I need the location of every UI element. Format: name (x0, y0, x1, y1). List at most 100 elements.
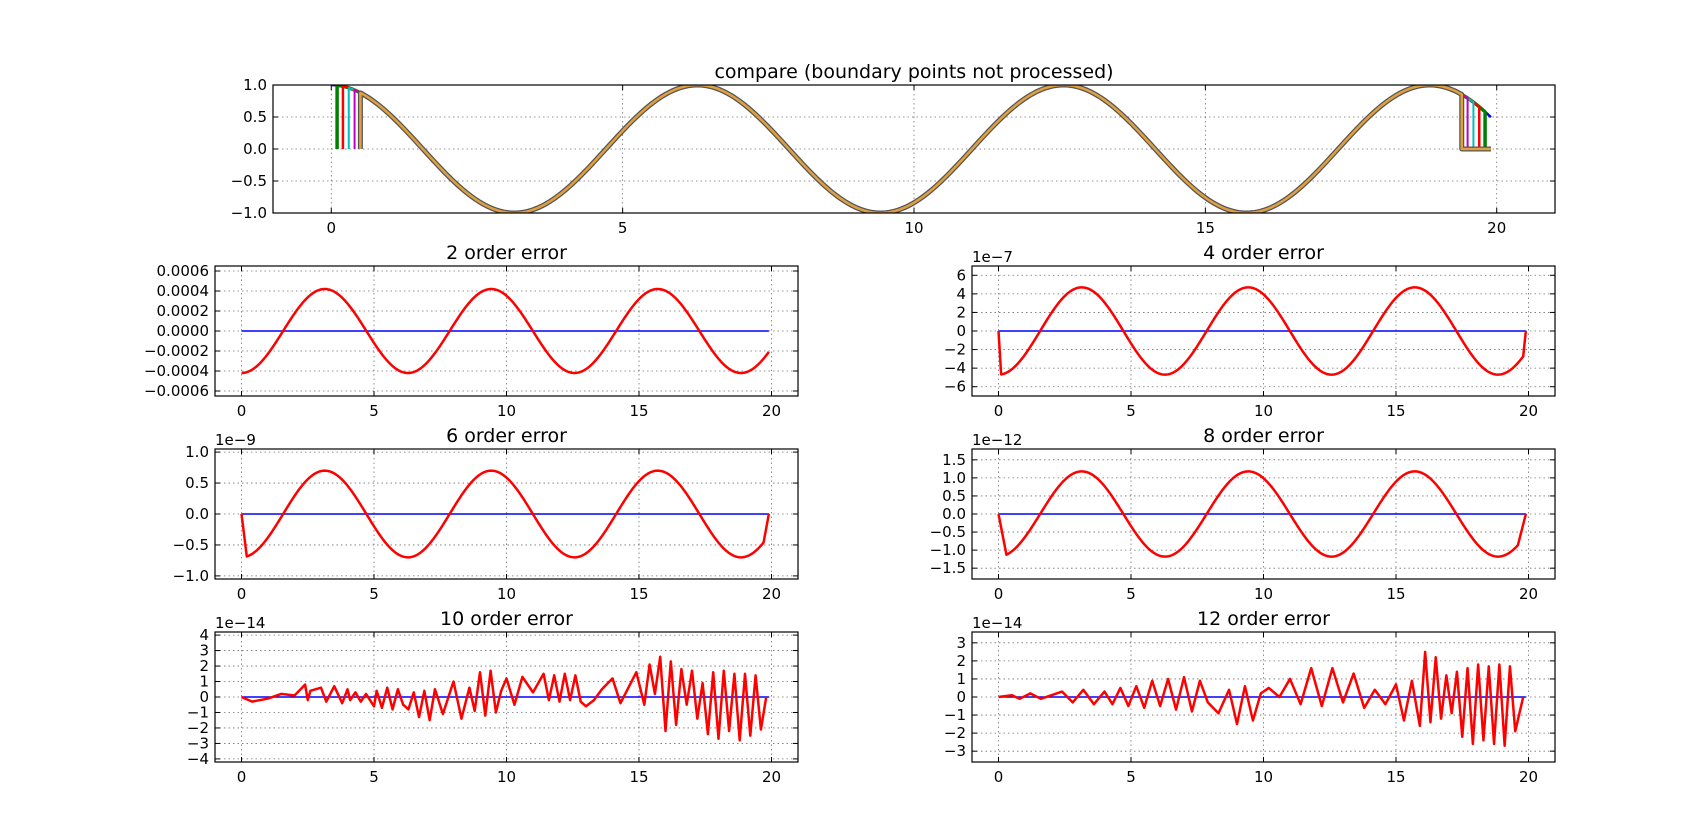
x-tick-label: 10 (497, 402, 516, 420)
y-tick-label: −0.0002 (144, 342, 209, 360)
series-line-1 (240, 469, 771, 559)
y-tick-label: 1.5 (942, 451, 966, 469)
y-tick-label: −1.0 (231, 204, 267, 222)
y-tick-label: 1 (956, 670, 966, 688)
x-tick-label: 15 (1386, 402, 1405, 420)
offset-text: 1e−7 (972, 248, 1013, 266)
series-group (240, 469, 771, 559)
x-tick-label: 5 (1126, 768, 1136, 786)
x-tick-label: 5 (618, 219, 628, 237)
y-tick-label: −3 (944, 742, 966, 760)
chart-title: 2 order error (446, 242, 567, 264)
x-tick-label: 5 (1126, 402, 1136, 420)
x-tick-label: 20 (1519, 585, 1538, 603)
y-tick-label: −0.5 (930, 523, 966, 541)
y-tick-label: 0 (956, 322, 966, 340)
x-tick-label: 5 (369, 585, 379, 603)
y-tick-label: −2 (187, 719, 209, 737)
chart-title: 4 order error (1203, 242, 1324, 264)
chart-title: 6 order error (446, 425, 567, 447)
y-tick-label: −6 (944, 378, 966, 396)
y-tick-label: 0.0 (942, 505, 966, 523)
y-tick-label: 2 (956, 652, 966, 670)
y-tick-label: 1.0 (942, 469, 966, 487)
series-line-1 (240, 655, 768, 742)
y-tick-label: 4 (956, 285, 966, 303)
series-line-0 (331, 85, 1492, 213)
x-tick-label: 15 (629, 768, 648, 786)
y-tick-label: −1.5 (930, 559, 966, 577)
x-tick-label: 10 (1254, 768, 1273, 786)
x-tick-label: 0 (237, 402, 247, 420)
y-tick-label: −2 (944, 724, 966, 742)
y-tick-label: −0.5 (173, 536, 209, 554)
y-tick-label: −0.5 (231, 172, 267, 190)
y-tick-label: 1.0 (185, 443, 209, 461)
x-tick-label: 0 (326, 219, 336, 237)
y-tick-label: 0.0 (243, 140, 267, 158)
series-group (997, 470, 1528, 558)
x-tick-label: 20 (1519, 402, 1538, 420)
y-tick-label: 0.5 (185, 474, 209, 492)
x-tick-label: 10 (904, 219, 923, 237)
y-tick-label: 2 (956, 303, 966, 321)
x-tick-label: 0 (237, 768, 247, 786)
series-group (997, 286, 1528, 376)
x-tick-label: 20 (762, 585, 781, 603)
y-tick-label: 0.0004 (157, 282, 210, 300)
chart-panel-3: 0 5 10 15 20 −1.0 −0.5 0.0 0.5 1.0 6 order error 1e… (173, 425, 799, 603)
x-tick-label: 20 (762, 768, 781, 786)
chart-panel-1: 0 5 10 15 20 −0.0006 −0.0004 −0.0002 0.0000 0.000… (144, 242, 799, 420)
x-tick-label: 15 (629, 585, 648, 603)
y-tick-label: 3 (956, 634, 966, 652)
y-tick-label: −2 (944, 341, 966, 359)
x-tick-label: 15 (1386, 585, 1405, 603)
y-tick-label: −3 (187, 734, 209, 752)
y-tick-label: 1.0 (243, 76, 267, 94)
x-tick-label: 10 (497, 768, 516, 786)
y-tick-label: 1 (199, 673, 209, 691)
x-tick-label: 10 (497, 585, 516, 603)
y-tick-label: 6 (956, 266, 966, 284)
y-tick-label: −1.0 (173, 567, 209, 585)
series-group (241, 287, 770, 375)
y-tick-label: −4 (944, 359, 966, 377)
x-tick-label: 15 (629, 402, 648, 420)
chart-title: 10 order error (440, 608, 573, 630)
series-line-1 (997, 470, 1528, 558)
offset-text: 1e−9 (215, 431, 256, 449)
series-line-1 (997, 286, 1528, 376)
y-tick-label: 0.5 (243, 108, 267, 126)
y-tick-label: 0.0006 (157, 262, 210, 280)
series-line-3 (347, 85, 1491, 213)
y-tick-label: 0.0000 (157, 322, 210, 340)
y-tick-label: −0.0006 (144, 382, 209, 400)
x-tick-label: 5 (369, 768, 379, 786)
y-tick-label: 0 (956, 688, 966, 706)
x-tick-label: 10 (1254, 402, 1273, 420)
y-tick-label: −1.0 (930, 541, 966, 559)
series-group (240, 655, 769, 742)
x-tick-label: 15 (1196, 219, 1215, 237)
chart-title: 12 order error (1197, 608, 1330, 630)
offset-text: 1e−12 (972, 431, 1022, 449)
series-line-1 (998, 650, 1525, 747)
series-group (998, 650, 1526, 747)
x-tick-label: 15 (1386, 768, 1405, 786)
x-tick-label: 10 (1254, 585, 1273, 603)
x-tick-label: 0 (994, 585, 1004, 603)
x-tick-label: 20 (762, 402, 781, 420)
y-tick-label: 0.0002 (157, 302, 210, 320)
y-tick-label: 0.0 (185, 505, 209, 523)
y-tick-label: 2 (199, 657, 209, 675)
y-tick-label: 4 (199, 626, 209, 644)
chart-title: 8 order error (1203, 425, 1324, 447)
y-tick-label: −4 (187, 750, 209, 768)
x-tick-label: 5 (1126, 585, 1136, 603)
x-tick-label: 20 (1519, 768, 1538, 786)
y-tick-label: −1 (187, 703, 209, 721)
